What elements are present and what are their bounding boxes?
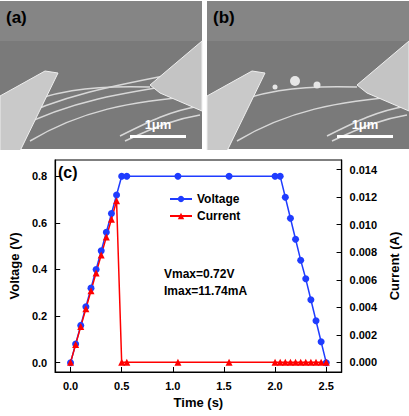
- svg-text:1.0: 1.0: [165, 380, 180, 392]
- svg-text:2.5: 2.5: [319, 380, 334, 392]
- svg-text:0.8: 0.8: [32, 170, 47, 182]
- svg-text:0.002: 0.002: [350, 329, 378, 341]
- svg-text:2.0: 2.0: [267, 380, 282, 392]
- svg-text:0.010: 0.010: [350, 219, 378, 231]
- svg-text:(a): (a): [6, 8, 27, 27]
- svg-text:0.0: 0.0: [32, 357, 47, 369]
- svg-text:0.4: 0.4: [32, 263, 48, 275]
- svg-text:0.004: 0.004: [350, 301, 378, 313]
- svg-text:Imax=11.74mA: Imax=11.74mA: [164, 284, 247, 298]
- svg-text:0.6: 0.6: [32, 217, 47, 229]
- svg-text:0.0: 0.0: [63, 380, 78, 392]
- svg-text:0.2: 0.2: [32, 310, 47, 322]
- svg-text:Vmax=0.72V: Vmax=0.72V: [164, 267, 234, 281]
- svg-text:1μm: 1μm: [352, 117, 379, 132]
- svg-text:Current (A): Current (A): [387, 232, 402, 301]
- svg-text:(b): (b): [213, 8, 235, 27]
- svg-text:0.000: 0.000: [350, 356, 378, 368]
- svg-text:0.014: 0.014: [350, 164, 378, 176]
- svg-text:0.012: 0.012: [350, 191, 378, 203]
- svg-text:Voltage (V): Voltage (V): [7, 233, 22, 300]
- svg-text:(c): (c): [58, 164, 78, 181]
- svg-text:Current: Current: [197, 209, 240, 223]
- svg-text:1.5: 1.5: [216, 380, 231, 392]
- svg-text:Voltage: Voltage: [197, 192, 240, 206]
- svg-text:1μm: 1μm: [145, 117, 172, 132]
- svg-text:0.5: 0.5: [114, 380, 129, 392]
- svg-text:0.006: 0.006: [350, 274, 378, 286]
- svg-text:0.008: 0.008: [350, 246, 378, 258]
- svg-text:Time (s): Time (s): [174, 395, 224, 410]
